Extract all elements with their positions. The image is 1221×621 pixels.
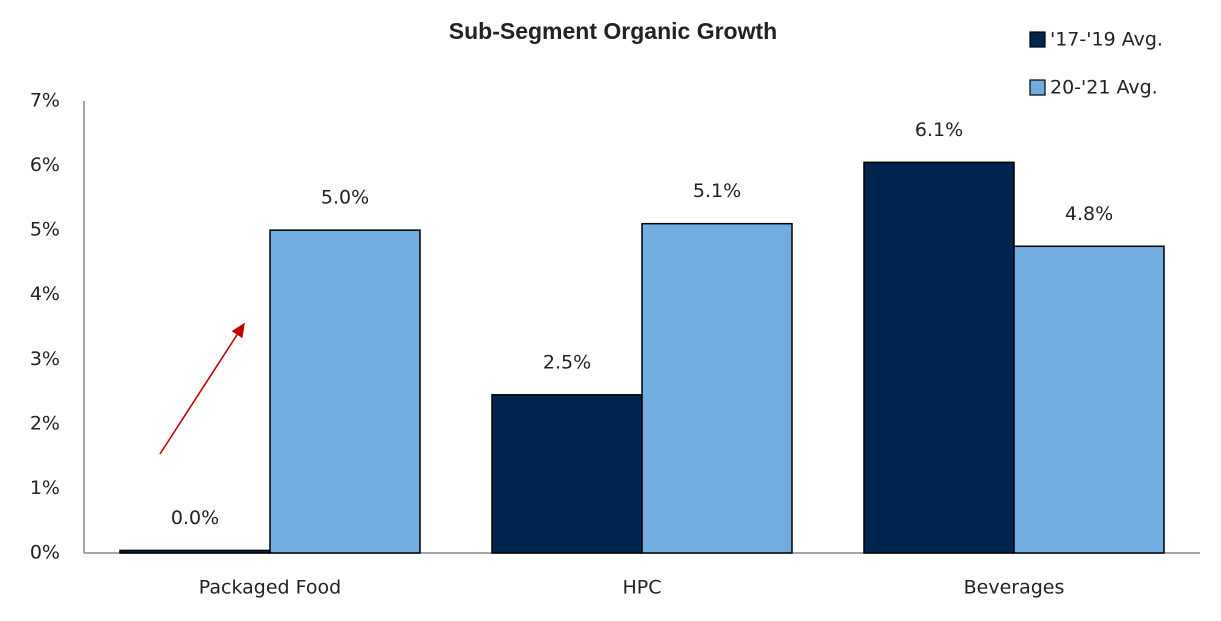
- y-tick-label: 3%: [30, 348, 60, 370]
- bar: [1013, 245, 1165, 554]
- data-label: 5.1%: [693, 180, 741, 202]
- bar: [641, 222, 793, 554]
- data-label: 6.1%: [915, 119, 963, 141]
- y-tick-label: 5%: [30, 219, 60, 241]
- data-label: 2.5%: [543, 351, 591, 373]
- x-tick-label: Beverages: [964, 577, 1065, 599]
- legend-label: '17-'19 Avg.: [1050, 29, 1163, 51]
- y-tick-label: 0%: [30, 542, 60, 564]
- y-tick-label: 2%: [30, 412, 60, 434]
- y-tick-label: 7%: [30, 90, 60, 112]
- chart-title: Sub-Segment Organic Growth: [449, 18, 777, 44]
- bar: [863, 161, 1015, 554]
- y-tick-label: 1%: [30, 477, 60, 499]
- data-label: 5.0%: [321, 187, 369, 209]
- bar: [269, 229, 421, 554]
- data-label: 0.0%: [171, 507, 219, 529]
- bar: [491, 394, 643, 554]
- x-tick-label: Packaged Food: [199, 577, 341, 599]
- legend-label: 20-'21 Avg.: [1050, 77, 1158, 99]
- y-tick-label: 6%: [30, 154, 60, 176]
- bar: [119, 549, 271, 554]
- data-label: 4.8%: [1065, 203, 1113, 225]
- legend-swatch: [1029, 79, 1046, 96]
- x-tick-label: HPC: [622, 577, 661, 599]
- annotation-arrow: [159, 322, 245, 455]
- legend-swatch: [1029, 31, 1046, 48]
- y-tick-label: 4%: [30, 283, 60, 305]
